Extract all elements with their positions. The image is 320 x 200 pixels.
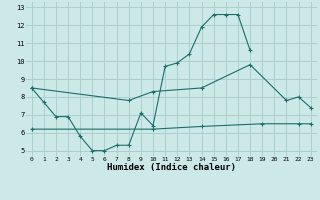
X-axis label: Humidex (Indice chaleur): Humidex (Indice chaleur): [107, 163, 236, 172]
